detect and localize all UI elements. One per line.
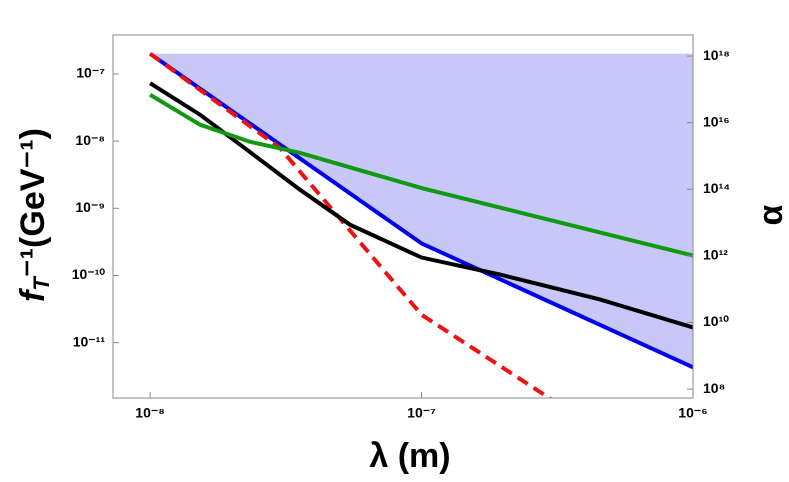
y2-axis-label: α xyxy=(752,204,789,225)
x-axis-label: λ (m) xyxy=(369,437,450,475)
x-tick-label: 10⁻⁸ xyxy=(135,405,165,421)
shaded-region xyxy=(150,53,693,368)
y-tick-label: 10⁻⁸ xyxy=(75,132,105,148)
frame xyxy=(112,34,694,399)
y-label-sub: T xyxy=(29,276,54,291)
series-line xyxy=(148,52,553,398)
y-tick-label: 10⁻¹¹ xyxy=(73,333,106,349)
y-tick-label: 10⁻¹⁰ xyxy=(72,266,106,282)
y2-tick-label: 10¹⁸ xyxy=(703,47,730,63)
y2-tick-label: 10¹⁴ xyxy=(703,180,730,196)
y-label-base: f xyxy=(14,287,52,302)
plot-area xyxy=(148,52,693,398)
y2-tick-label: 10¹⁰ xyxy=(703,313,729,329)
x-tick-label: 10⁻⁷ xyxy=(407,405,436,421)
x-tick-label: 10⁻⁶ xyxy=(678,405,707,421)
y-tick-label: 10⁻⁷ xyxy=(76,65,105,81)
y-axis-label: fT⁻¹(GeV⁻¹) xyxy=(14,128,54,302)
y-label-rest: ⁻¹(GeV⁻¹) xyxy=(14,128,52,277)
series-line xyxy=(149,93,693,258)
y2-tick-label: 10¹⁶ xyxy=(703,113,730,129)
series-line xyxy=(149,81,693,330)
y2-tick-label: 10¹² xyxy=(703,247,728,263)
y2-tick-label: 10⁸ xyxy=(703,380,725,396)
y-tick-label: 10⁻⁹ xyxy=(75,199,105,215)
series-line xyxy=(148,52,693,370)
